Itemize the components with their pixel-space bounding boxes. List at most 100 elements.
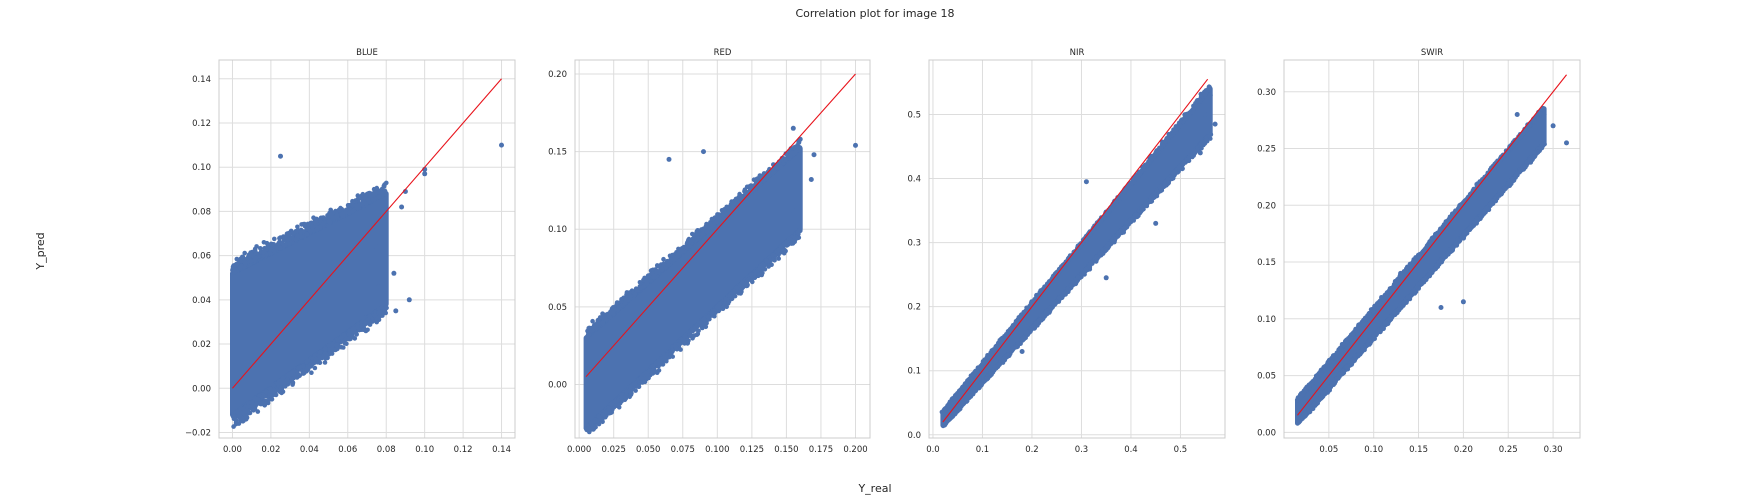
data-point — [673, 344, 678, 349]
data-point — [350, 203, 356, 209]
data-point — [778, 164, 783, 169]
data-point — [1083, 266, 1089, 272]
data-point — [750, 188, 756, 193]
data-point — [689, 238, 695, 243]
data-point — [234, 256, 240, 262]
subplot-title: BLUE — [356, 48, 378, 58]
data-point — [1001, 356, 1006, 362]
subplot-blue: 0.00 0.02 0.04 0.06 0.08 0.10 0.12 0.14−0.020.0… — [185, 48, 516, 455]
data-point — [729, 296, 735, 302]
data-point — [638, 376, 644, 381]
x-tick-label: 0.200 — [843, 445, 867, 455]
data-point — [732, 293, 738, 299]
data-point — [589, 425, 595, 431]
data-point — [231, 413, 237, 419]
x-tick-label: 0.12 — [454, 445, 473, 455]
data-point — [350, 208, 355, 214]
subplots: 0.00 0.02 0.04 0.06 0.08 0.10 0.12 0.14−0.020.0… — [185, 48, 1581, 455]
data-point — [273, 392, 279, 398]
data-point — [269, 394, 274, 399]
y-tick-label: 0.06 — [192, 252, 211, 262]
data-point — [231, 424, 236, 429]
x-tick-label: 0.025 — [602, 445, 626, 455]
data-point — [302, 221, 307, 227]
data-point — [1208, 136, 1213, 141]
data-point — [305, 367, 311, 373]
data-point — [276, 240, 282, 246]
data-point — [664, 358, 669, 364]
data-point — [714, 219, 719, 225]
data-point — [271, 383, 276, 388]
x-tick-label: 0.02 — [261, 445, 280, 455]
y-tick-label: 0.08 — [192, 207, 211, 217]
outlier-point — [399, 204, 405, 210]
data-point — [783, 157, 788, 163]
data-point — [613, 399, 618, 404]
data-point — [363, 201, 369, 206]
data-point — [644, 372, 650, 378]
data-point — [762, 262, 767, 268]
data-point — [769, 262, 774, 268]
data-point — [595, 317, 601, 323]
data-point — [305, 358, 310, 363]
data-point — [304, 231, 310, 237]
data-point — [300, 364, 306, 369]
data-point — [234, 261, 239, 267]
y-tick-label: 0.0 — [907, 431, 921, 441]
y-tick-label: 0.10 — [548, 225, 567, 235]
data-point — [252, 406, 258, 412]
data-point — [344, 341, 349, 347]
subplot-red: 0.000 0.025 0.050 0.075 0.100 0.125 0.150 0.175… — [548, 48, 871, 455]
data-point — [624, 297, 629, 303]
data-point — [1170, 170, 1176, 176]
data-point — [709, 310, 715, 316]
x-tick-label: 0.5 — [1174, 445, 1188, 455]
data-point — [717, 212, 723, 218]
data-point — [367, 313, 373, 319]
outlier-point — [393, 308, 399, 314]
data-point — [331, 210, 336, 215]
data-point — [792, 236, 797, 241]
data-point — [770, 167, 776, 173]
data-point — [268, 386, 273, 392]
data-point — [363, 320, 369, 326]
x-tick-label: 0.125 — [740, 445, 764, 455]
x-tick-label: 0.3 — [1075, 445, 1089, 455]
data-point — [290, 230, 296, 236]
data-point — [1067, 253, 1073, 258]
data-point — [792, 144, 798, 150]
data-point — [776, 256, 781, 261]
data-point — [793, 150, 798, 155]
x-tick-label: 0.04 — [300, 445, 319, 455]
data-point — [249, 400, 255, 406]
data-point — [592, 419, 597, 424]
data-point — [699, 321, 705, 327]
outlier-point — [790, 125, 796, 131]
outlier-point — [811, 152, 817, 158]
data-point — [245, 404, 251, 409]
data-point — [310, 224, 316, 229]
data-point — [329, 346, 335, 352]
data-point — [586, 333, 591, 338]
data-point — [749, 272, 754, 278]
data-point — [290, 370, 296, 375]
figure-xlabel: Y_real — [857, 482, 891, 495]
data-point — [377, 313, 383, 319]
data-point — [789, 241, 794, 246]
data-point — [607, 314, 612, 319]
data-point — [254, 244, 259, 249]
data-point — [285, 377, 290, 382]
data-point — [770, 252, 775, 258]
x-tick-label: 0.0 — [926, 445, 940, 455]
data-point — [746, 277, 751, 282]
outlier-point — [368, 264, 374, 270]
data-point — [341, 345, 346, 350]
axes-frame — [574, 59, 871, 439]
y-tick-label: 0.10 — [192, 163, 211, 173]
data-point — [656, 368, 662, 373]
data-point — [362, 195, 368, 200]
data-point — [730, 200, 736, 206]
data-point — [286, 241, 292, 246]
data-point — [706, 314, 711, 319]
